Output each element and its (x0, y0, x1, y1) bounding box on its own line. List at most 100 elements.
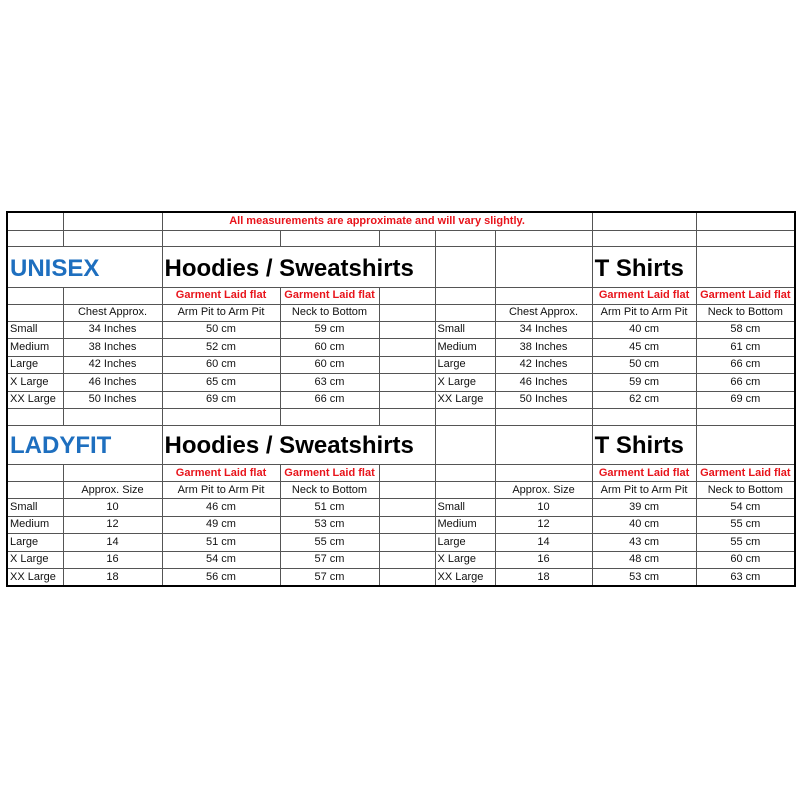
neck-value: 60 cm (279, 338, 380, 357)
empty-cell (695, 229, 796, 247)
armpit-value: 56 cm (161, 568, 281, 587)
hoodies-title: Hoodies / Sweatshirts (161, 245, 436, 288)
size-value: 10 (494, 498, 593, 517)
table-row (6, 229, 796, 247)
armpit-value: 69 cm (161, 390, 281, 409)
empty-cell (62, 211, 163, 231)
table-row: Approx. Size Arm Pit to Arm Pit Neck to Bo… (6, 481, 796, 499)
size-label: Large (434, 533, 496, 552)
size-label: XX Large (6, 390, 64, 409)
neck-value: 60 cm (279, 355, 380, 374)
empty-cell (434, 303, 496, 322)
table-row: Garment Laid flat Garment Laid flat Garmen… (6, 464, 796, 482)
size-label: X Large (6, 373, 64, 392)
empty-cell (279, 229, 380, 247)
size-label: Medium (434, 338, 496, 357)
size-label: Medium (434, 515, 496, 534)
armpit-value: 40 cm (591, 515, 697, 534)
table-row: Chest Approx. Arm Pit to Arm Pit Neck to B… (6, 303, 796, 322)
size-value: 12 (62, 515, 163, 534)
subheader: Garment Laid flat (279, 464, 380, 482)
subheader: Garment Laid flat (279, 286, 380, 305)
empty-cell (378, 550, 436, 569)
column-header: Arm Pit to Arm Pit (591, 481, 697, 499)
neck-value: 54 cm (695, 498, 796, 517)
neck-value: 59 cm (279, 320, 380, 339)
column-header: Arm Pit to Arm Pit (161, 481, 281, 499)
column-header: Approx. Size (62, 481, 163, 499)
empty-cell (378, 229, 436, 247)
empty-cell (62, 464, 163, 482)
empty-cell (6, 481, 64, 499)
empty-cell (434, 286, 496, 305)
empty-cell (161, 229, 281, 247)
size-label: Large (6, 533, 64, 552)
empty-cell (378, 390, 436, 409)
empty-cell (378, 286, 436, 305)
size-value: 18 (494, 568, 593, 587)
armpit-value: 52 cm (161, 338, 281, 357)
armpit-value: 51 cm (161, 533, 281, 552)
size-label: Large (434, 355, 496, 374)
empty-cell (591, 408, 697, 426)
neck-value: 66 cm (695, 355, 796, 374)
empty-cell (279, 408, 380, 426)
empty-cell (6, 229, 64, 247)
column-header: Chest Approx. (62, 303, 163, 322)
empty-cell (378, 464, 436, 482)
neck-value: 60 cm (695, 550, 796, 569)
size-value: 14 (494, 533, 593, 552)
empty-cell (378, 373, 436, 392)
neck-value: 57 cm (279, 568, 380, 587)
empty-cell (161, 408, 281, 426)
size-label: X Large (434, 373, 496, 392)
table-row: LADYFIT Hoodies / Sweatshirts T Shirts (6, 425, 796, 465)
empty-cell (6, 408, 64, 426)
neck-value: 55 cm (695, 533, 796, 552)
neck-value: 66 cm (279, 390, 380, 409)
empty-cell (695, 408, 796, 426)
empty-cell (378, 303, 436, 322)
empty-cell (378, 568, 436, 587)
size-value: 38 Inches (494, 338, 593, 357)
column-header: Chest Approx. (494, 303, 593, 322)
table-row: Medium 12 49 cm 53 cm Medium 12 40 cm 55 cm (6, 515, 796, 534)
subheader: Garment Laid flat (591, 286, 697, 305)
empty-cell (695, 425, 796, 465)
empty-cell (494, 425, 593, 465)
size-value: 14 (62, 533, 163, 552)
empty-cell (695, 245, 796, 288)
size-value: 50 Inches (62, 390, 163, 409)
size-value: 34 Inches (62, 320, 163, 339)
size-value: 38 Inches (62, 338, 163, 357)
empty-cell (494, 229, 593, 247)
neck-value: 63 cm (695, 568, 796, 587)
table-row: X Large 46 Inches 65 cm 63 cm X Large 46 Inch… (6, 373, 796, 392)
size-label: Large (6, 355, 64, 374)
section-title: UNISEX (6, 245, 163, 288)
size-value: 34 Inches (494, 320, 593, 339)
size-value: 42 Inches (494, 355, 593, 374)
table-row: XX Large 18 56 cm 57 cm XX Large 18 53 cm 63 cm (6, 568, 796, 587)
tshirts-title: T Shirts (591, 425, 697, 465)
empty-cell (378, 408, 436, 426)
neck-value: 55 cm (695, 515, 796, 534)
size-label: Small (434, 498, 496, 517)
empty-cell (695, 211, 796, 231)
empty-cell (6, 464, 64, 482)
size-label: Medium (6, 515, 64, 534)
measurement-notice: All measurements are approximate and wil… (161, 211, 593, 231)
table-row: UNISEX Hoodies / Sweatshirts T Shirts (6, 245, 796, 288)
armpit-value: 45 cm (591, 338, 697, 357)
empty-cell (6, 286, 64, 305)
table-row: Large 14 51 cm 55 cm Large 14 43 cm 55 cm (6, 533, 796, 552)
empty-cell (378, 338, 436, 357)
size-value: 18 (62, 568, 163, 587)
armpit-value: 65 cm (161, 373, 281, 392)
empty-cell (62, 408, 163, 426)
subheader: Garment Laid flat (695, 286, 796, 305)
empty-cell (62, 229, 163, 247)
column-header: Neck to Bottom (279, 303, 380, 322)
empty-cell (6, 303, 64, 322)
armpit-value: 54 cm (161, 550, 281, 569)
